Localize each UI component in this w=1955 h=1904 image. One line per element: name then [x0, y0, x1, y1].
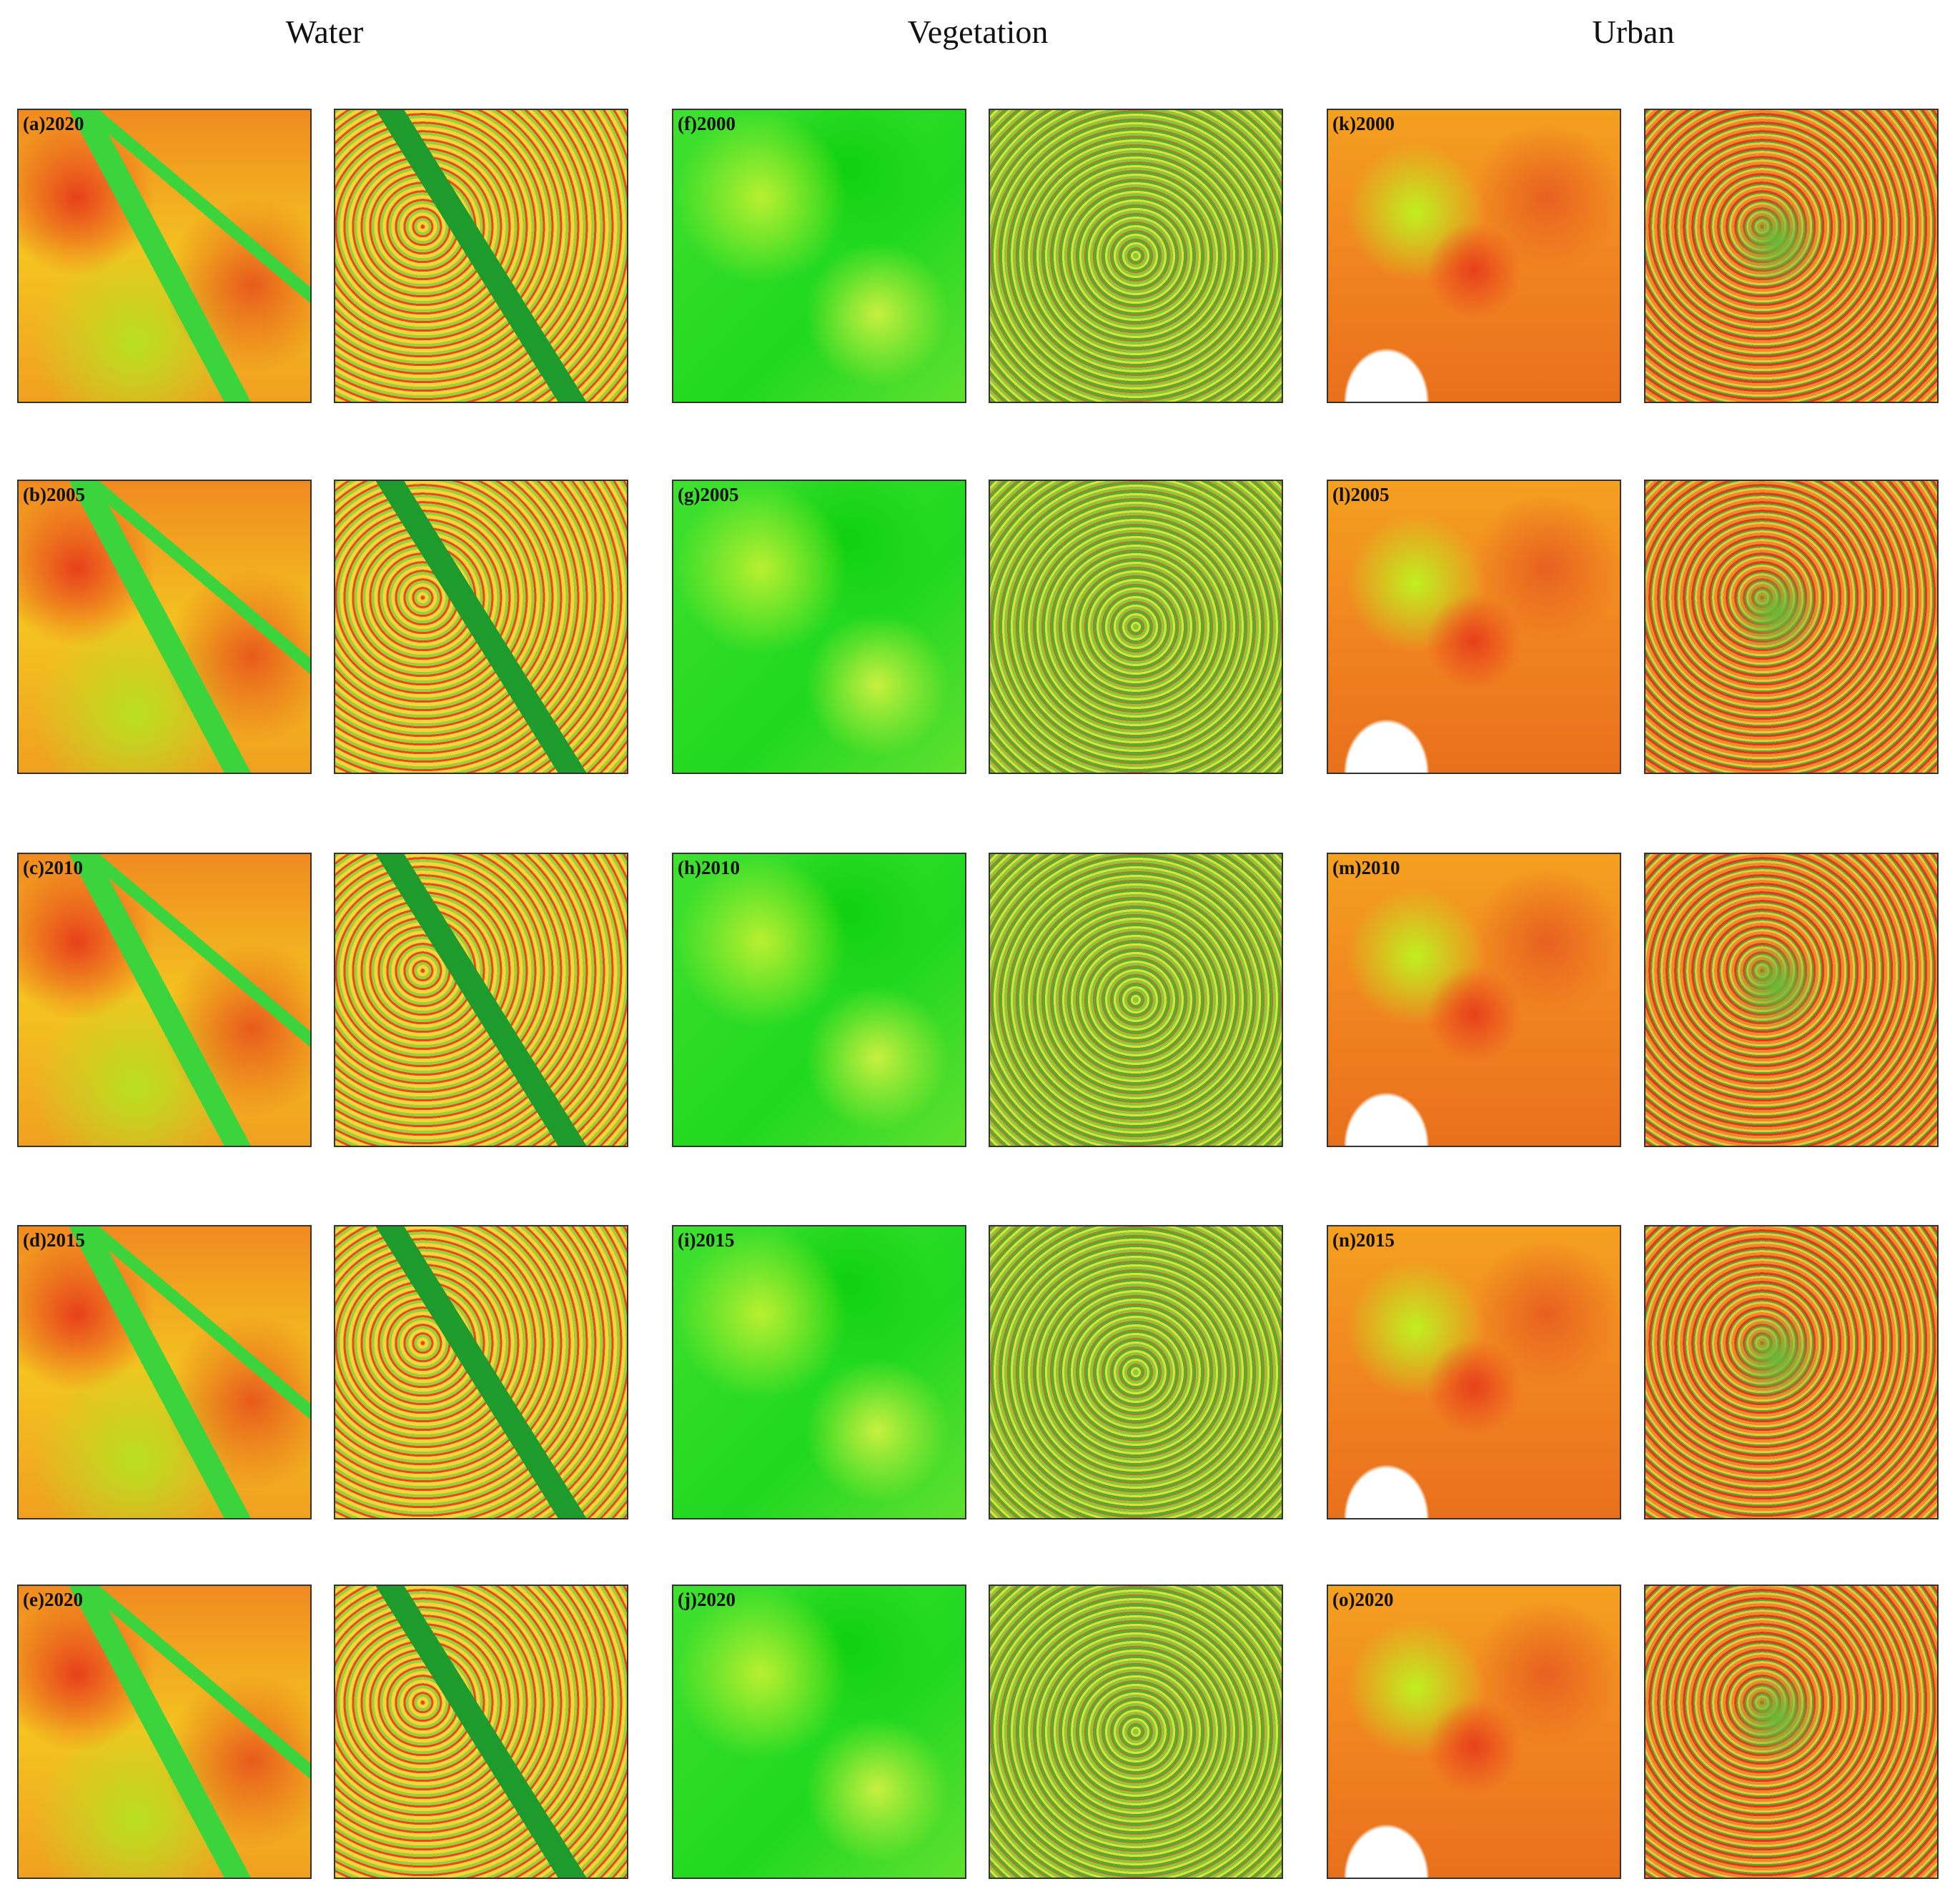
panel-label: (n)2015	[1332, 1229, 1395, 1251]
map-panel: (d)2015	[17, 1225, 312, 1519]
panel-label: (e)2020	[23, 1589, 83, 1610]
map-panel	[334, 109, 628, 403]
map-panel: (a)2020	[17, 109, 312, 403]
map-panel	[989, 1585, 1283, 1879]
panel-label: (k)2000	[1332, 113, 1395, 134]
panel-label: (j)2020	[678, 1589, 736, 1610]
map-panel: (g)2005	[672, 480, 966, 774]
column-title: Vegetation	[907, 14, 1049, 50]
map-panel	[989, 109, 1283, 403]
panel-label: (g)2005	[678, 484, 739, 505]
map-panel: (c)2010	[17, 853, 312, 1147]
column-title: Water	[285, 14, 364, 50]
panel-label: (b)2005	[23, 484, 85, 505]
map-panel	[989, 853, 1283, 1147]
panel-label: (o)2020	[1332, 1589, 1394, 1610]
map-panel	[334, 1585, 628, 1879]
panel-label: (f)2000	[678, 113, 736, 134]
map-panel: (o)2020	[1327, 1585, 1621, 1879]
map-panel	[1644, 480, 1939, 774]
map-panel	[1644, 1225, 1939, 1519]
map-panel: (n)2015	[1327, 1225, 1621, 1519]
map-panel: (e)2020	[17, 1585, 312, 1879]
map-panel	[1644, 109, 1939, 403]
map-panel	[1644, 853, 1939, 1147]
map-panel	[989, 480, 1283, 774]
map-panel	[334, 853, 628, 1147]
panel-label: (a)2020	[23, 113, 84, 134]
panel-label: (d)2015	[23, 1229, 85, 1251]
panel-label: (l)2005	[1332, 484, 1390, 505]
panel-label: (i)2015	[678, 1229, 735, 1251]
map-panel: (h)2010	[672, 853, 966, 1147]
panel-label: (m)2010	[1332, 857, 1400, 878]
map-panel	[334, 1225, 628, 1519]
map-panel	[989, 1225, 1283, 1519]
panel-label: (c)2010	[23, 857, 83, 878]
map-panel	[1644, 1585, 1939, 1879]
map-panel: (m)2010	[1327, 853, 1621, 1147]
map-panel: (i)2015	[672, 1225, 966, 1519]
map-panel: (f)2000	[672, 109, 966, 403]
panel-label: (h)2010	[678, 857, 740, 878]
column-title: Urban	[1592, 14, 1675, 50]
map-panel: (b)2005	[17, 480, 312, 774]
map-panel: (j)2020	[672, 1585, 966, 1879]
map-panel	[334, 480, 628, 774]
map-panel: (l)2005	[1327, 480, 1621, 774]
map-panel: (k)2000	[1327, 109, 1621, 403]
